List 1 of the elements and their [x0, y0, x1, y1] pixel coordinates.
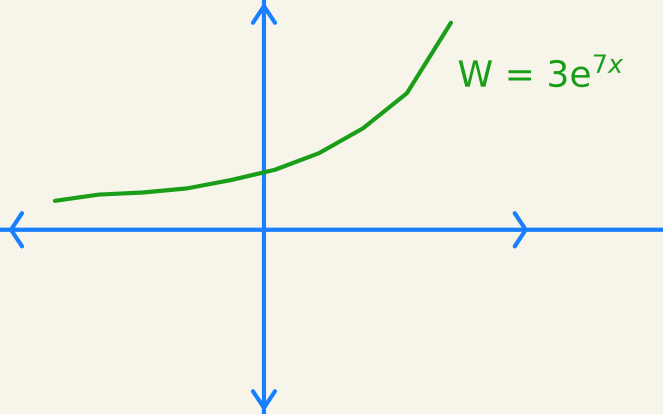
- annotation: W = 3e$^{7x}$: [458, 54, 624, 88]
